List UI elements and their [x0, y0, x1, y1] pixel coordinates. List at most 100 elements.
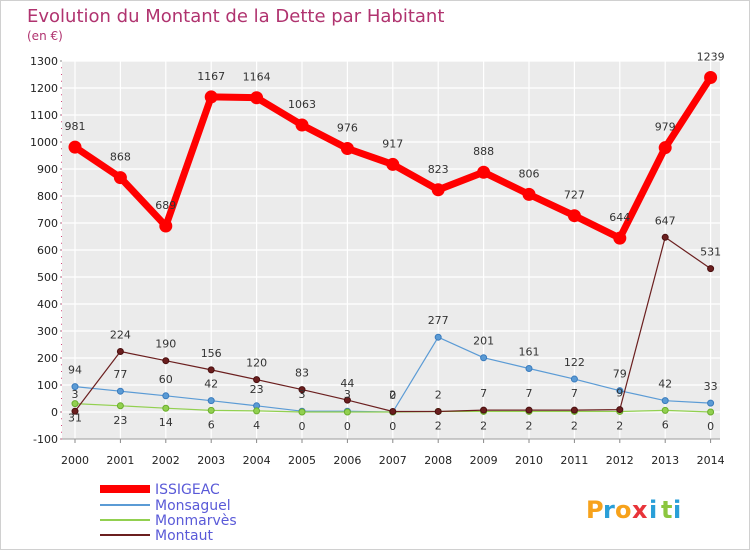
data-label: 979: [655, 121, 676, 134]
data-label: 42: [658, 378, 672, 391]
data-label: 79: [613, 368, 627, 381]
series-point: [707, 408, 715, 416]
data-label: 0: [299, 420, 306, 433]
data-label: 727: [564, 189, 585, 202]
data-label: 2: [435, 388, 442, 401]
data-label: 823: [428, 163, 449, 176]
x-tick-label: 2005: [288, 454, 316, 467]
series-point: [162, 392, 170, 400]
data-label: 888: [473, 145, 494, 158]
series-point: [116, 348, 124, 356]
data-label: 94: [68, 364, 82, 377]
series-point: [570, 406, 578, 414]
series-point: [616, 406, 624, 414]
series-point: [116, 402, 124, 410]
data-label: 7: [571, 387, 578, 400]
data-label: 23: [250, 383, 264, 396]
data-label: 60: [159, 373, 173, 386]
series-point: [477, 165, 491, 179]
data-label: 689: [155, 199, 176, 212]
y-tick-label: 300: [37, 325, 58, 338]
x-tick-label: 2000: [61, 454, 89, 467]
logo-letter: r: [603, 496, 615, 524]
series-point: [298, 408, 306, 416]
series-point: [707, 399, 715, 407]
series-point: [343, 396, 351, 404]
series-point: [570, 375, 578, 383]
series-point: [298, 386, 306, 394]
series-point: [704, 70, 718, 84]
data-label: 6: [662, 418, 669, 431]
grid: [62, 60, 720, 440]
data-label: 1164: [243, 71, 271, 84]
x-tick-label: 2003: [197, 454, 225, 467]
series-point: [480, 406, 488, 414]
data-label: 33: [704, 380, 718, 393]
series-point: [343, 408, 351, 416]
x-tick-label: 2011: [560, 454, 588, 467]
y-tick-label: 500: [37, 271, 58, 284]
x-tick-label: 2013: [651, 454, 679, 467]
series-point: [480, 354, 488, 362]
x-tick-label: 2006: [333, 454, 361, 467]
x-tick-label: 2008: [424, 454, 452, 467]
data-label: 806: [519, 167, 540, 180]
data-label: 981: [65, 120, 86, 133]
data-label: 23: [113, 414, 127, 427]
legend-label: Monmarvès: [155, 513, 237, 529]
data-label: 868: [110, 151, 131, 164]
series-point: [250, 91, 264, 105]
y-tick-label: 1200: [30, 82, 58, 95]
y-tick-label: 0: [51, 406, 58, 419]
series-point: [661, 233, 669, 241]
series-point: [253, 376, 261, 384]
data-label: 83: [295, 367, 309, 380]
data-label: 277: [428, 314, 449, 327]
data-label: 44: [340, 377, 354, 390]
x-tick-label: 2010: [515, 454, 543, 467]
x-tick-label: 2009: [470, 454, 498, 467]
data-label: 0: [344, 420, 351, 433]
series-point: [661, 406, 669, 414]
data-label: 201: [473, 335, 494, 348]
y-tick-label: 600: [37, 244, 58, 257]
series-point: [207, 366, 215, 374]
y-tick-label: 1300: [30, 55, 58, 68]
data-label: 14: [159, 416, 173, 429]
y-tick-label: 1000: [30, 136, 58, 149]
data-label: 2: [389, 388, 396, 401]
series-point: [434, 333, 442, 341]
x-tick-label: 2001: [106, 454, 134, 467]
data-label: 531: [700, 246, 721, 259]
data-label: 7: [526, 387, 533, 400]
legend-label: ISSIGEAC: [155, 482, 220, 498]
data-label: 120: [246, 357, 267, 370]
chart-title: Evolution du Montant de la Dette par Hab…: [27, 6, 444, 27]
data-label: 3: [72, 388, 79, 401]
data-label: 77: [113, 368, 127, 381]
data-label: 917: [382, 137, 403, 150]
data-label: 190: [155, 338, 176, 351]
series-point: [116, 387, 124, 395]
data-label: 2: [480, 419, 487, 432]
data-label: 0: [389, 420, 396, 433]
y-tick-label: 100: [37, 379, 58, 392]
y-tick-label: 800: [37, 190, 58, 203]
x-tick-label: 2012: [606, 454, 634, 467]
series-point: [295, 118, 309, 132]
series-point: [567, 209, 581, 223]
data-label: 0: [707, 420, 714, 433]
series-point: [525, 365, 533, 373]
series-point: [159, 219, 173, 233]
series-point: [68, 140, 82, 154]
y-tick-label: 400: [37, 298, 58, 311]
series-point: [71, 407, 79, 415]
logo-letter: i: [673, 496, 681, 524]
logo-letter: P: [586, 496, 604, 524]
data-label: 9: [616, 387, 623, 400]
logo-letter: i: [649, 496, 657, 524]
data-label: 156: [201, 347, 222, 360]
data-label: 0: [389, 389, 396, 402]
